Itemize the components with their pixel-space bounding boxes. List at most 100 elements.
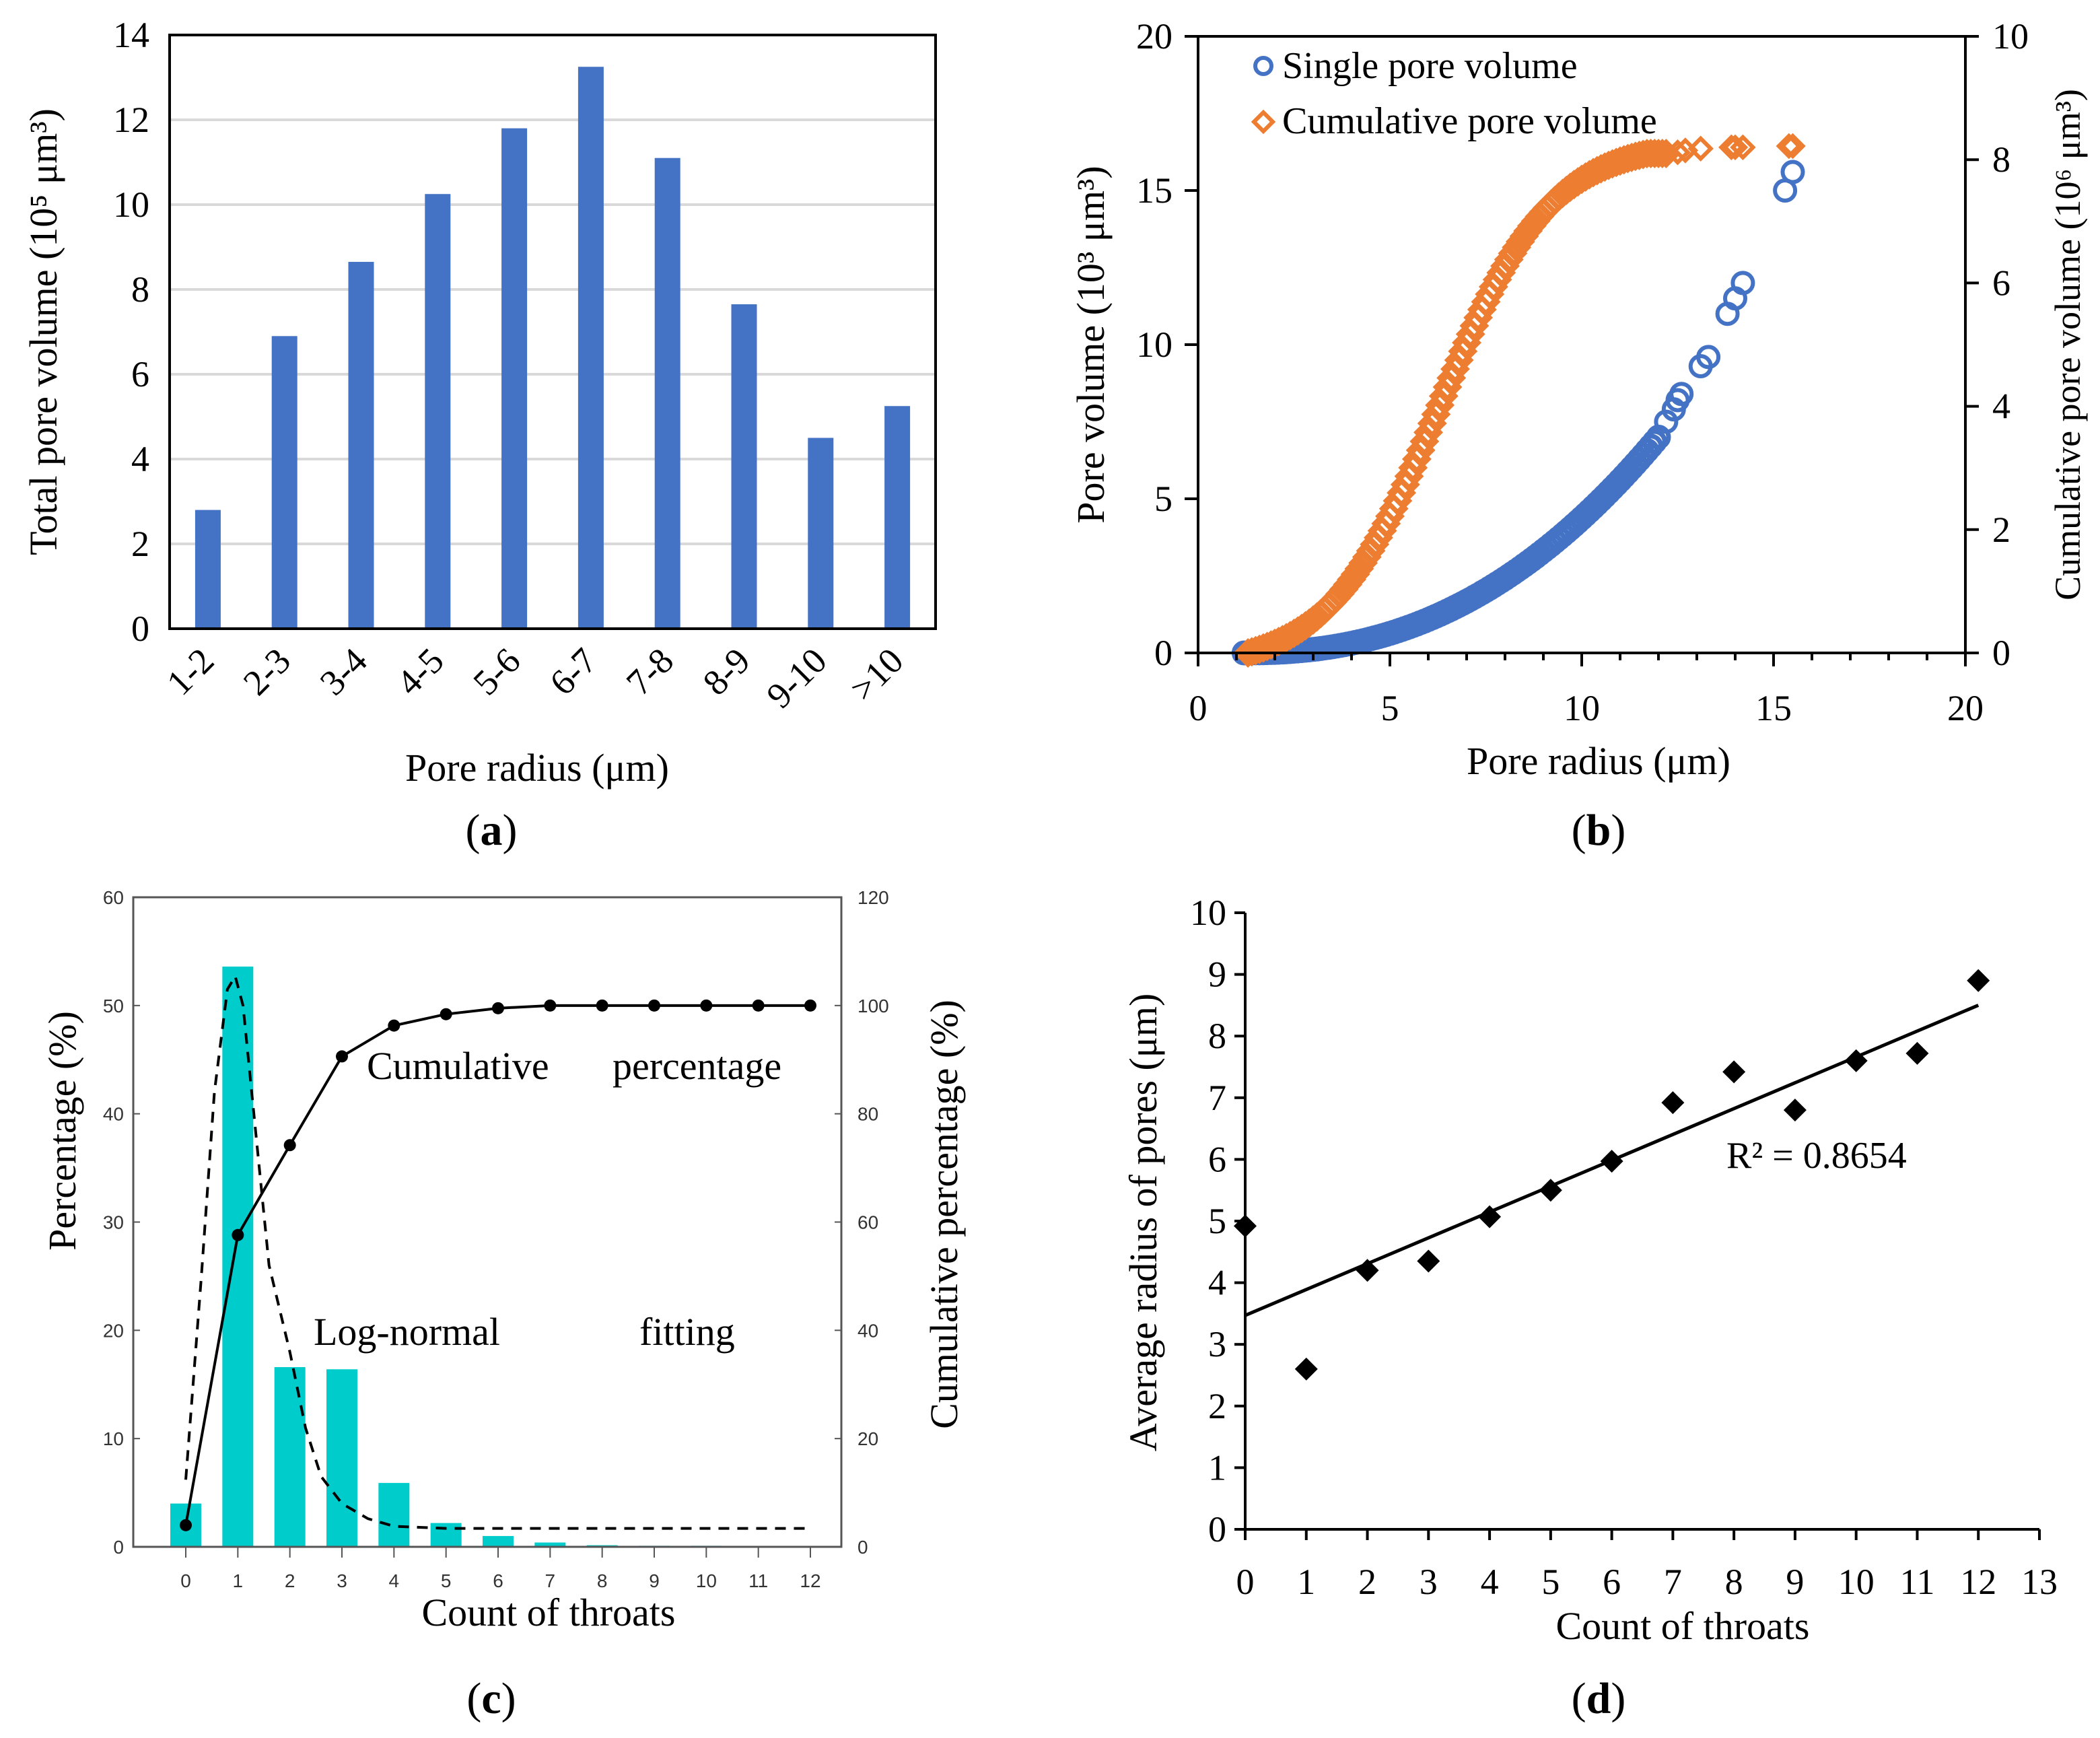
y-tick-label: 3: [1208, 1324, 1226, 1364]
legend-diamond-icon: [1251, 109, 1276, 135]
single-pore-point: [1642, 429, 1667, 454]
cumulative-pore-point: [1665, 139, 1691, 166]
y-tick-label: 6: [1208, 1139, 1226, 1179]
y-tick-label: 20: [103, 1320, 124, 1341]
x-tick-label: 3: [1420, 1562, 1438, 1602]
panel-label: (a): [466, 806, 518, 855]
data-point: [1783, 1099, 1807, 1122]
x-tick-label: 9: [1786, 1562, 1804, 1602]
y-axis-label: Percentage (%): [40, 1011, 84, 1251]
cumulative-point: [388, 1019, 400, 1032]
y-tick-label: 60: [103, 887, 124, 908]
x-tick-label: 7: [545, 1570, 556, 1591]
x-tick-label: 3-4: [312, 640, 375, 703]
y-axis-label: Total pore volume (10⁵ μm³): [22, 108, 65, 555]
legend-circle-icon: [1253, 56, 1273, 76]
bar: [654, 158, 680, 629]
data-point: [1844, 1049, 1868, 1072]
y-right-axis-label: Cumulative pore volume (10⁶ μm³): [2048, 89, 2088, 600]
cumulative-point: [544, 999, 557, 1012]
x-tick-label: 8: [597, 1570, 608, 1591]
y-tick-label: 4: [131, 439, 149, 479]
y-right-tick-label: 100: [858, 996, 889, 1016]
x-tick-label: 4: [389, 1570, 400, 1591]
bar: [195, 510, 221, 629]
cumulative-pore-point: [1722, 134, 1749, 161]
x-tick-label: 6-7: [542, 640, 604, 703]
data-point: [1294, 1357, 1318, 1381]
y-tick-label: 5: [1208, 1201, 1226, 1241]
cumulative-pore-point: [1780, 133, 1806, 160]
lognormal-fit-line: [184, 973, 810, 1530]
x-tick-label: 4-5: [388, 640, 451, 703]
cumulative-pore-point: [1644, 139, 1673, 168]
legend-label-cumulative: Cumulative pore volume: [1282, 100, 1657, 142]
cumulative-point: [752, 999, 765, 1012]
cumulative-point: [232, 1228, 244, 1241]
y-right-tick-label: 0: [1992, 633, 2010, 673]
y-tick-label: 4: [1208, 1263, 1226, 1303]
y-tick-label: 8: [131, 269, 149, 310]
y-right-tick-label: 8: [1992, 139, 2010, 180]
data-point: [1722, 1060, 1746, 1084]
y-tick-label: 2: [131, 524, 149, 564]
cumulative-point: [596, 999, 608, 1012]
y-tick-label: 0: [1208, 1509, 1226, 1550]
y-tick-label: 10: [1136, 324, 1172, 365]
x-tick-label: 7: [1664, 1562, 1682, 1602]
y-tick-label: 0: [113, 1537, 124, 1558]
y-right-tick-label: 20: [858, 1428, 878, 1449]
data-point: [1539, 1179, 1562, 1202]
y-right-tick-label: 2: [1992, 510, 2010, 550]
x-tick-label: 2: [285, 1570, 295, 1591]
y-tick-label: 0: [131, 609, 149, 649]
y-tick-label: 40: [103, 1104, 124, 1125]
x-tick-label: 6: [493, 1570, 503, 1591]
single-pore-point: [1696, 345, 1721, 370]
x-tick-label: 10: [1564, 688, 1600, 728]
x-tick-label: 9-10: [759, 640, 834, 716]
x-tick-label: 0: [1189, 688, 1208, 728]
x-tick-label: 6: [1603, 1562, 1621, 1602]
y-tick-label: 8: [1208, 1016, 1226, 1056]
y-tick-label: 5: [1154, 479, 1172, 519]
y-tick-label: 10: [113, 184, 149, 225]
y-tick-label: 50: [103, 996, 124, 1016]
y-right-tick-label: 80: [858, 1104, 878, 1125]
x-tick-label: 7-8: [619, 640, 681, 703]
data-point: [1600, 1150, 1623, 1173]
y-right-tick-label: 4: [1992, 386, 2010, 427]
bar: [348, 262, 374, 629]
x-tick-label: 0: [1236, 1562, 1255, 1602]
cumulative-point: [804, 999, 816, 1012]
x-tick-label: 8-9: [695, 640, 758, 703]
y-tick-label: 1: [1208, 1447, 1226, 1488]
cumulative-point: [180, 1519, 192, 1531]
r-squared-label: R² = 0.8654: [1726, 1135, 1907, 1177]
annotation-cumulative: Cumulative: [367, 1044, 549, 1088]
y-right-tick-label: 120: [858, 887, 889, 908]
x-tick-label: 12: [800, 1570, 820, 1591]
y-right-tick-label: 40: [858, 1320, 878, 1341]
bar: [425, 194, 451, 629]
cumulative-pore-point: [1687, 135, 1714, 162]
y-tick-label: 10: [1190, 893, 1226, 933]
bar: [501, 128, 528, 629]
y-tick-label: 30: [103, 1212, 124, 1233]
annotation-percentage: percentage: [612, 1044, 781, 1088]
single-pore-point: [1669, 382, 1694, 407]
bar: [274, 1367, 306, 1547]
data-point: [1417, 1249, 1440, 1273]
bar: [534, 1542, 566, 1547]
x-axis-label: Pore radius (μm): [1467, 739, 1730, 783]
data-point: [1967, 969, 1990, 992]
x-tick-label: 1: [233, 1570, 244, 1591]
annotation-fitting: fitting: [639, 1310, 735, 1354]
cumulative-point: [648, 999, 660, 1012]
y-right-tick-label: 60: [858, 1212, 878, 1233]
y-tick-label: 12: [113, 100, 149, 140]
y-right-tick-label: 0: [858, 1537, 868, 1558]
x-tick-label: 5-6: [465, 640, 528, 703]
x-tick-label: 2-3: [236, 640, 298, 703]
